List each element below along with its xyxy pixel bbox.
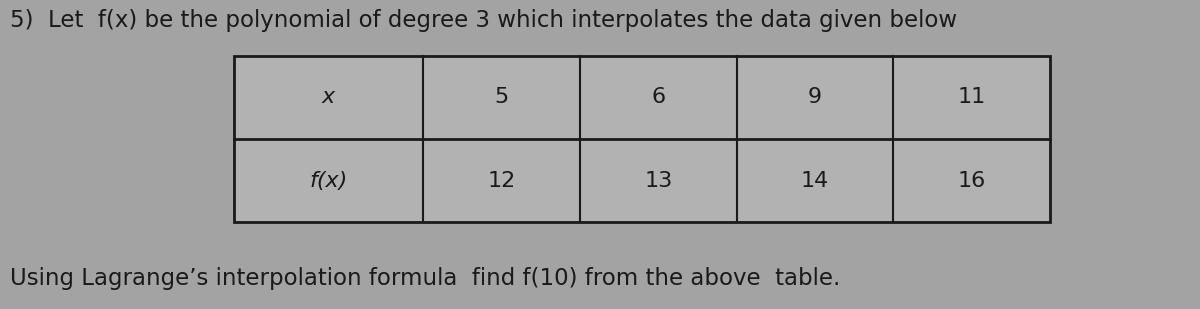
Text: 11: 11 (958, 87, 985, 107)
Text: 9: 9 (808, 87, 822, 107)
Text: 16: 16 (958, 171, 985, 191)
Text: Using Lagrange’s interpolation formula  find f(10) from the above  table.: Using Lagrange’s interpolation formula f… (10, 268, 840, 290)
Text: 5: 5 (494, 87, 509, 107)
Text: x: x (322, 87, 335, 107)
Text: 14: 14 (800, 171, 829, 191)
Text: 13: 13 (644, 171, 672, 191)
Text: f(x): f(x) (310, 171, 348, 191)
Text: 12: 12 (487, 171, 516, 191)
Text: 6: 6 (652, 87, 665, 107)
Text: 5)  Let  f(x) be the polynomial of degree 3 which interpolates the data given be: 5) Let f(x) be the polynomial of degree … (10, 9, 956, 32)
